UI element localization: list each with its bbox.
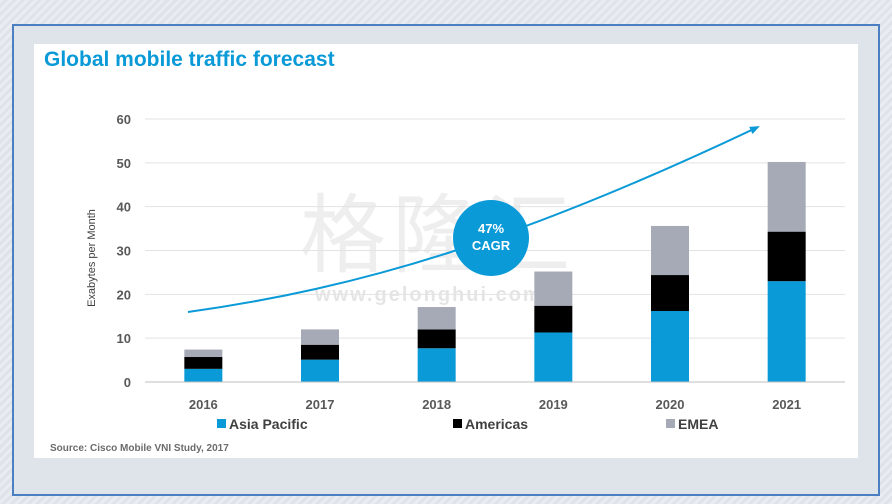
watermark-url: www.gelonghui.com: [315, 284, 543, 306]
bar-americas-2016: [184, 357, 223, 369]
x-tick-label: 2016: [189, 397, 218, 412]
bar-americas-2017: [301, 344, 339, 360]
legend-swatch-emea: [666, 419, 675, 428]
cagr-circle: [453, 200, 529, 276]
chart-title: Global mobile traffic forecast: [44, 48, 335, 71]
x-tick-label: 2018: [422, 397, 451, 412]
bar-americas-2018: [417, 329, 456, 349]
legend-swatch-americas: [453, 419, 462, 428]
bar-asia-pacific-2021: [767, 281, 806, 382]
bar-americas-2021: [767, 231, 806, 282]
y-tick-label: 50: [117, 156, 131, 171]
x-tick-label: 2017: [306, 397, 335, 412]
x-tick-label: 2019: [539, 397, 568, 412]
bar-emea-2016: [184, 349, 223, 358]
legend-swatch-asia-pacific: [217, 419, 226, 428]
legend: Asia Pacific Americas EMEA: [217, 416, 718, 432]
y-tick-label: 40: [117, 200, 131, 215]
bar-emea-2021: [767, 161, 806, 232]
y-axis-label: Exabytes per Month: [86, 209, 98, 307]
cagr-label: CAGR: [472, 238, 511, 253]
y-tick-label: 0: [124, 375, 131, 390]
bar-asia-pacific-2017: [301, 359, 339, 382]
y-tick-label: 30: [117, 244, 131, 259]
bar-emea-2020: [651, 225, 689, 276]
legend-label-emea: EMEA: [678, 416, 718, 432]
x-tick-label: 2021: [772, 397, 801, 412]
bar-asia-pacific-2018: [417, 348, 456, 382]
bar-emea-2019: [534, 271, 573, 306]
bar-emea-2018: [417, 307, 456, 330]
y-tick-label: 60: [117, 112, 131, 127]
growth-trend-arrow: [187, 126, 760, 313]
x-tick-label: 2020: [656, 397, 685, 412]
bar-asia-pacific-2016: [184, 368, 223, 382]
bar-americas-2020: [651, 275, 689, 311]
bar-americas-2019: [534, 305, 573, 333]
cagr-annotation: 47% CAGR: [453, 200, 529, 276]
legend-label-asia-pacific: Asia Pacific: [229, 416, 308, 432]
source-note: Source: Cisco Mobile VNI Study, 2017: [50, 443, 229, 454]
bar-asia-pacific-2019: [534, 332, 573, 382]
y-tick-label: 20: [117, 287, 131, 302]
bar-emea-2017: [301, 329, 339, 345]
y-tick-label: 10: [117, 331, 131, 346]
legend-label-americas: Americas: [465, 416, 528, 432]
cagr-percent: 47%: [478, 221, 504, 236]
bar-asia-pacific-2020: [651, 310, 689, 382]
